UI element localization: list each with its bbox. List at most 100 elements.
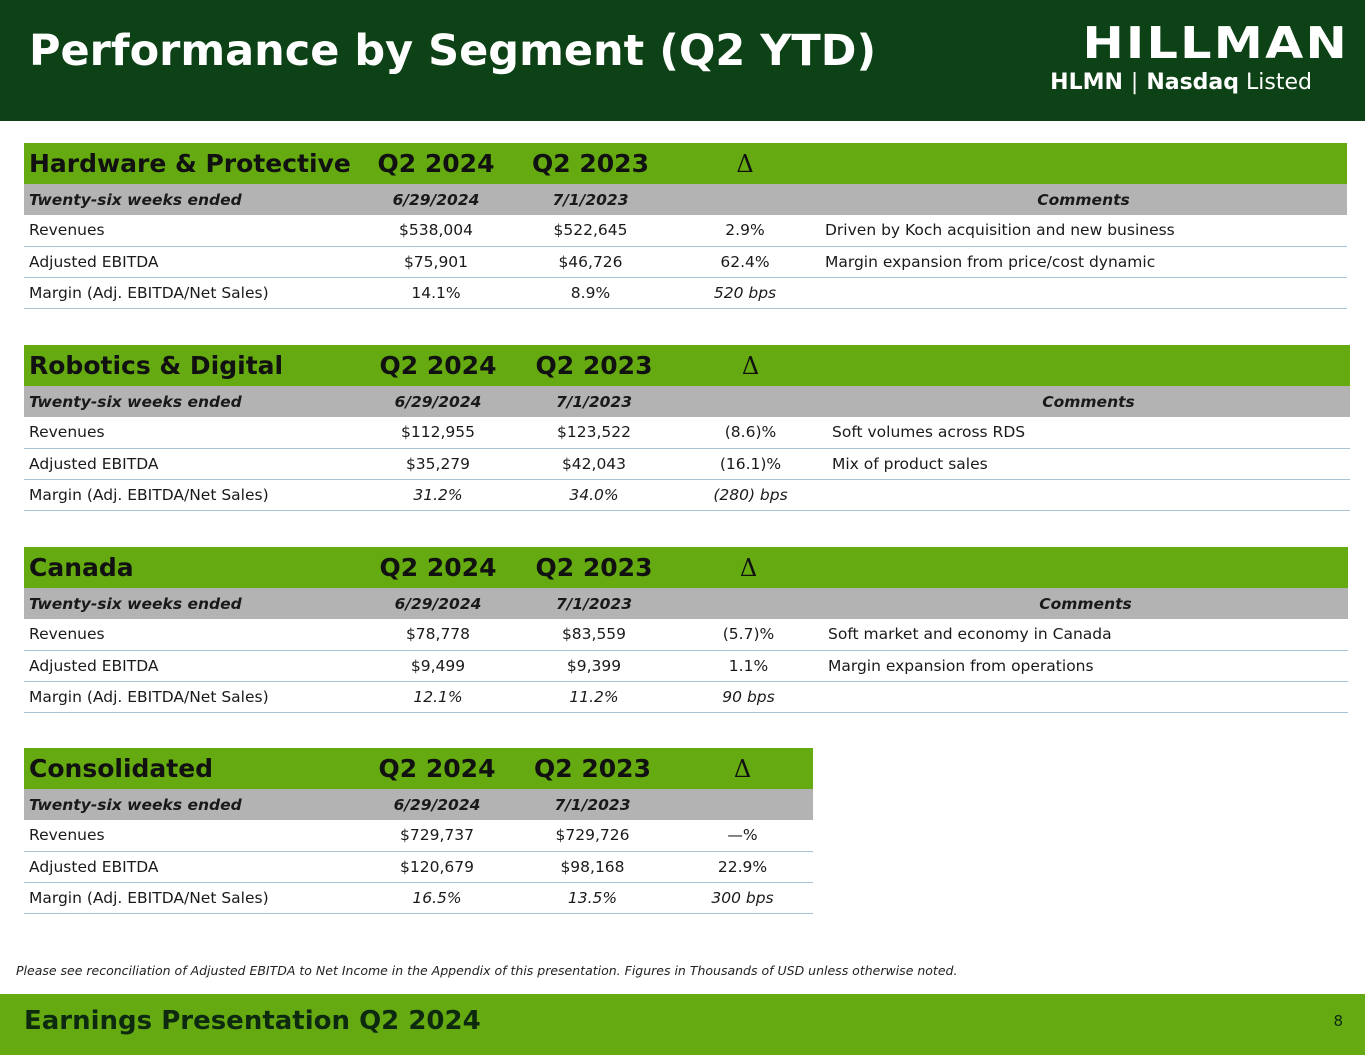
table-row: Revenues $112,955 $123,522 (8.6)% Soft v…	[24, 417, 1350, 449]
table-row: Adjusted EBITDA $35,279 $42,043 (16.1)% …	[24, 448, 1350, 480]
table-row: Margin (Adj. EBITDA/Net Sales) 16.5% 13.…	[24, 882, 813, 914]
row-comment: Soft market and economy in Canada	[823, 619, 1348, 651]
header-spacer	[827, 345, 1350, 386]
row-label: Revenues	[24, 215, 361, 247]
col-delta: Δ	[674, 345, 827, 386]
row-label: Adjusted EBITDA	[24, 246, 361, 278]
period-label: Twenty-six weeks ended	[24, 789, 361, 820]
value-delta: 62.4%	[670, 246, 820, 278]
table-row: Adjusted EBITDA $9,499 $9,399 1.1% Margi…	[24, 650, 1348, 682]
col-q2-2024: Q2 2024	[362, 345, 514, 386]
value-current: $75,901	[361, 246, 511, 278]
value-prior: 11.2%	[514, 681, 674, 713]
row-comment: Margin expansion from operations	[823, 650, 1348, 682]
period-row: Twenty-six weeks ended 6/29/2024 7/1/202…	[24, 789, 813, 820]
value-delta: 520 bps	[670, 277, 820, 309]
col-delta: Δ	[670, 143, 820, 184]
col-q2-2024: Q2 2024	[361, 748, 513, 789]
period-label: Twenty-six weeks ended	[24, 386, 362, 417]
value-delta: 300 bps	[672, 882, 813, 914]
value-delta: (280) bps	[674, 479, 827, 511]
value-prior: $83,559	[514, 619, 674, 651]
table-row: Margin (Adj. EBITDA/Net Sales) 12.1% 11.…	[24, 681, 1348, 713]
value-prior: 8.9%	[511, 277, 670, 309]
row-comment	[820, 277, 1347, 309]
row-comment	[823, 681, 1348, 713]
value-current: $729,737	[361, 820, 513, 852]
value-prior: $9,399	[514, 650, 674, 682]
segment-name: Hardware & Protective	[24, 143, 361, 184]
row-comment: Soft volumes across RDS	[827, 417, 1350, 449]
logo-listed: Listed	[1246, 70, 1312, 95]
value-current: $112,955	[362, 417, 514, 449]
col-q2-2023: Q2 2023	[513, 748, 672, 789]
value-current: 12.1%	[362, 681, 514, 713]
row-label: Revenues	[24, 619, 362, 651]
date-current: 6/29/2024	[362, 588, 514, 619]
value-prior: 13.5%	[513, 882, 672, 914]
value-delta: (5.7)%	[674, 619, 823, 651]
period-row: Twenty-six weeks ended 6/29/2024 7/1/202…	[24, 386, 1350, 417]
col-q2-2024: Q2 2024	[361, 143, 511, 184]
comments-header: Comments	[820, 184, 1347, 215]
date-current: 6/29/2024	[361, 789, 513, 820]
period-row: Twenty-six weeks ended 6/29/2024 7/1/202…	[24, 184, 1347, 215]
segment-name: Consolidated	[24, 748, 361, 789]
value-delta: (8.6)%	[674, 417, 827, 449]
value-current: $35,279	[362, 448, 514, 480]
page-title: Performance by Segment (Q2 YTD)	[29, 26, 877, 76]
value-prior: $522,645	[511, 215, 670, 247]
delta-spacer	[670, 184, 820, 215]
header-spacer	[823, 547, 1348, 588]
segment-header-row: Hardware & Protective Q2 2024 Q2 2023 Δ	[24, 143, 1347, 184]
period-label: Twenty-six weeks ended	[24, 184, 361, 215]
row-label: Margin (Adj. EBITDA/Net Sales)	[24, 277, 361, 309]
segment-header-row: Robotics & Digital Q2 2024 Q2 2023 Δ	[24, 345, 1350, 386]
table-row: Revenues $729,737 $729,726 —%	[24, 820, 813, 852]
header-bar: Performance by Segment (Q2 YTD) HILLMAN …	[0, 0, 1365, 121]
table-row: Adjusted EBITDA $120,679 $98,168 22.9%	[24, 851, 813, 883]
delta-spacer	[672, 789, 813, 820]
value-current: 31.2%	[362, 479, 514, 511]
logo-wordmark: HILLMAN	[1082, 18, 1349, 69]
row-label: Margin (Adj. EBITDA/Net Sales)	[24, 681, 362, 713]
value-prior: 34.0%	[514, 479, 674, 511]
col-q2-2023: Q2 2023	[511, 143, 670, 184]
delta-spacer	[674, 588, 823, 619]
period-label: Twenty-six weeks ended	[24, 588, 362, 619]
value-prior: $46,726	[511, 246, 670, 278]
segment-name: Canada	[24, 547, 362, 588]
value-delta: —%	[672, 820, 813, 852]
page-number: 8	[1333, 1012, 1343, 1030]
row-comment: Mix of product sales	[827, 448, 1350, 480]
row-label: Revenues	[24, 820, 361, 852]
footer-bar: Earnings Presentation Q2 2024 8	[0, 994, 1365, 1055]
footnote: Please see reconciliation of Adjusted EB…	[16, 963, 958, 978]
comments-header: Comments	[827, 386, 1350, 417]
comments-header: Comments	[823, 588, 1348, 619]
col-q2-2023: Q2 2023	[514, 547, 674, 588]
delta-spacer	[674, 386, 827, 417]
col-delta: Δ	[672, 748, 813, 789]
row-label: Margin (Adj. EBITDA/Net Sales)	[24, 479, 362, 511]
footer-title: Earnings Presentation Q2 2024	[24, 1006, 481, 1036]
value-current: 14.1%	[361, 277, 511, 309]
col-q2-2024: Q2 2024	[362, 547, 514, 588]
period-row: Twenty-six weeks ended 6/29/2024 7/1/202…	[24, 588, 1348, 619]
logo-ticker: HLMN	[1050, 70, 1123, 95]
row-comment: Driven by Koch acquisition and new busin…	[820, 215, 1347, 247]
table-row: Revenues $538,004 $522,645 2.9% Driven b…	[24, 215, 1347, 247]
value-delta: 2.9%	[670, 215, 820, 247]
row-label: Adjusted EBITDA	[24, 448, 362, 480]
value-prior: $42,043	[514, 448, 674, 480]
row-comment: Margin expansion from price/cost dynamic	[820, 246, 1347, 278]
date-current: 6/29/2024	[362, 386, 514, 417]
row-comment	[827, 479, 1350, 511]
hillman-logo: HILLMAN HLMN | Nasdaq Listed	[989, 22, 1349, 102]
logo-ticker-line: HLMN | Nasdaq Listed	[1050, 70, 1312, 96]
row-label: Margin (Adj. EBITDA/Net Sales)	[24, 882, 361, 914]
logo-exchange: Nasdaq	[1146, 70, 1240, 95]
date-prior: 7/1/2023	[514, 386, 674, 417]
value-current: $538,004	[361, 215, 511, 247]
value-current: 16.5%	[361, 882, 513, 914]
